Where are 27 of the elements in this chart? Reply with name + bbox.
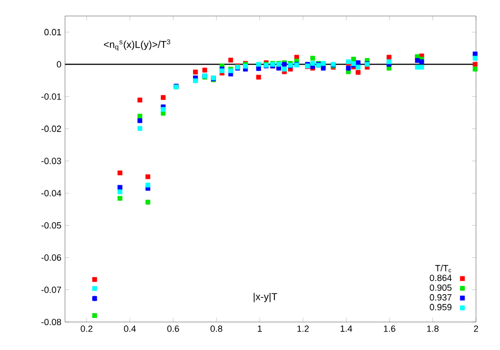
y-tick-label: -0.08 bbox=[41, 318, 62, 326]
y-tick-label: -0.07 bbox=[41, 286, 62, 293]
x-axis-title: |x-y|T bbox=[254, 292, 278, 302]
y-tick-label: -0.01 bbox=[41, 93, 62, 100]
x-tick-label: 0.8 bbox=[210, 326, 222, 332]
x-tick-label: 0.4 bbox=[124, 326, 136, 332]
text: <n$_{q}$$^{s}$(x)L(y)>/T$^{3}$ bbox=[104, 39, 170, 51]
y-tick-label: -0.03 bbox=[41, 158, 62, 164]
x-tick-label: 1.8 bbox=[427, 326, 439, 332]
x-tick-label: 0.6 bbox=[167, 326, 179, 332]
y-tick-label: 0 bbox=[56, 61, 62, 68]
y-tick-label: -0.06 bbox=[41, 254, 62, 261]
x-tick-label: 1.6 bbox=[384, 326, 396, 332]
x-tick-label: 0.2 bbox=[80, 326, 92, 332]
legend-label: 0.864 bbox=[430, 274, 452, 282]
legend-label: 0.959 bbox=[430, 304, 452, 310]
y-tick-label: -0.04 bbox=[41, 190, 62, 196]
x-tick-label: 1.4 bbox=[340, 326, 352, 332]
x-tick-label: 1.2 bbox=[297, 326, 309, 332]
legend-label: 0.937 bbox=[430, 294, 452, 301]
y-tick-label: 0.01 bbox=[44, 28, 62, 36]
x-tick-label: 2 bbox=[474, 326, 478, 332]
y-tick-label: -0.02 bbox=[41, 126, 62, 132]
legend-label: 0.905 bbox=[430, 284, 452, 291]
x-tick-label: 1 bbox=[258, 326, 262, 332]
y-tick-label: -0.05 bbox=[41, 222, 62, 229]
legend-title: T/T$_{c}$ bbox=[435, 264, 452, 272]
